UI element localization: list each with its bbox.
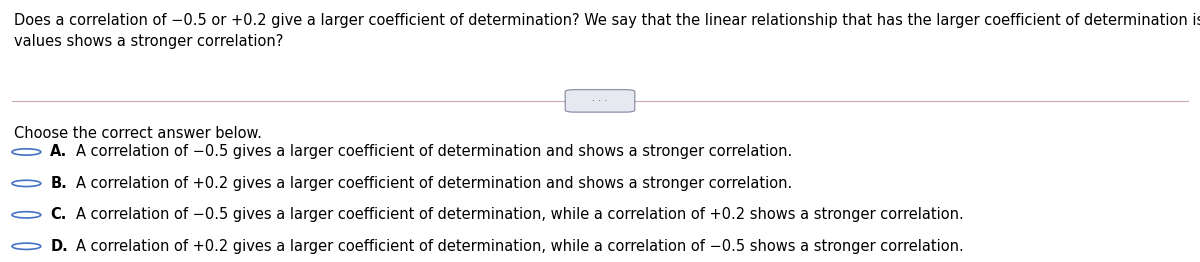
Text: · · ·: · · ·: [593, 96, 607, 106]
FancyBboxPatch shape: [565, 90, 635, 112]
Text: C.: C.: [50, 207, 67, 222]
Text: D.: D.: [50, 239, 68, 254]
Text: Choose the correct answer below.: Choose the correct answer below.: [14, 126, 263, 141]
Text: A correlation of −0.5 gives a larger coefficient of determination and shows a st: A correlation of −0.5 gives a larger coe…: [76, 144, 792, 160]
Text: A correlation of −0.5 gives a larger coefficient of determination, while a corre: A correlation of −0.5 gives a larger coe…: [76, 207, 964, 222]
Text: B.: B.: [50, 176, 67, 191]
Text: A correlation of +0.2 gives a larger coefficient of determination and shows a st: A correlation of +0.2 gives a larger coe…: [76, 176, 792, 191]
Text: A correlation of +0.2 gives a larger coefficient of determination, while a corre: A correlation of +0.2 gives a larger coe…: [76, 239, 964, 254]
Text: Does a correlation of −0.5 or +0.2 give a larger coefficient of determination? W: Does a correlation of −0.5 or +0.2 give …: [14, 13, 1200, 49]
Text: A.: A.: [50, 144, 67, 160]
